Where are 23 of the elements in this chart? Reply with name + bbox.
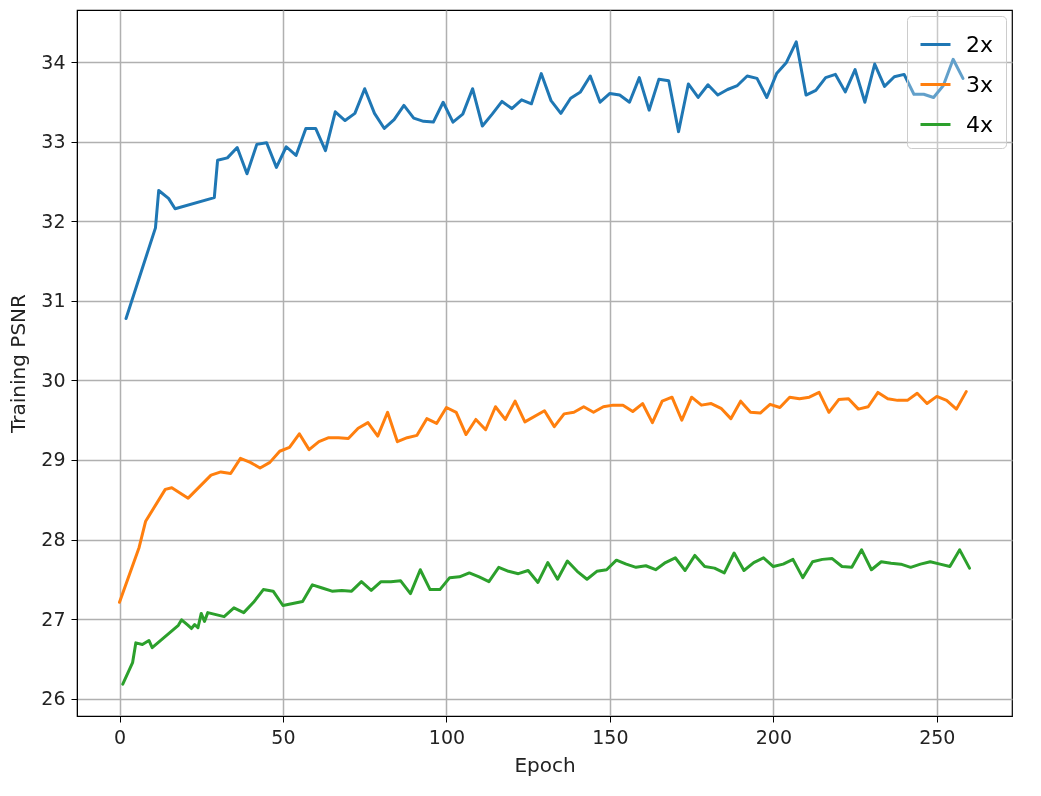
y-tick-label: 33	[41, 130, 66, 153]
y-axis-title: Training PSNR	[6, 293, 31, 434]
y-tick-label: 31	[41, 289, 66, 312]
legend-label: 4x	[966, 111, 994, 137]
y-tick-label: 30	[41, 368, 66, 391]
y-tick-label: 29	[41, 448, 66, 471]
y-tick-label: 27	[41, 607, 66, 630]
line-series	[121, 548, 971, 686]
x-tick-label: 200	[755, 725, 792, 748]
x-tick-label: 50	[271, 725, 296, 748]
line-series	[118, 390, 968, 604]
x-tick-label: 0	[113, 725, 127, 748]
y-tick-label: 26	[41, 687, 66, 710]
y-tick-label: 34	[41, 50, 66, 73]
x-tick-label: 150	[592, 725, 629, 748]
y-tick-label: 28	[41, 528, 66, 550]
x-axis-title: Epoch	[514, 752, 576, 777]
legend-label: 3x	[966, 71, 994, 97]
line-series	[124, 40, 965, 320]
y-tick-label: 32	[41, 209, 66, 232]
legend-label: 2x	[966, 31, 994, 57]
x-tick-label: 100	[428, 725, 466, 748]
x-tick-label: 250	[919, 725, 956, 748]
